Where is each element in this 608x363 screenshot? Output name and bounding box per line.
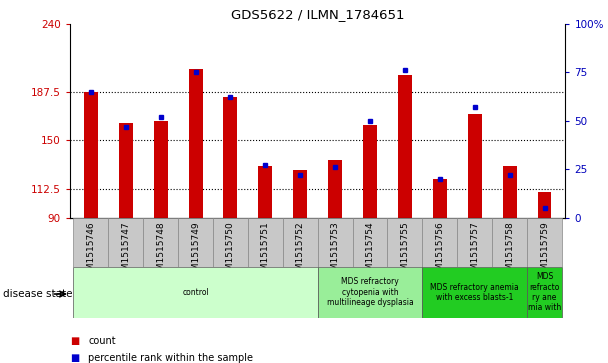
Text: GSM1515746: GSM1515746 [86, 222, 95, 282]
Text: disease state: disease state [3, 289, 72, 299]
Text: MDS refractory
cytopenia with
multilineage dysplasia: MDS refractory cytopenia with multilinea… [326, 277, 413, 307]
Bar [317, 218, 353, 267]
Text: GSM1515753: GSM1515753 [331, 222, 340, 282]
Text: GSM1515750: GSM1515750 [226, 222, 235, 282]
Bar [317, 267, 423, 318]
Text: control: control [182, 288, 209, 297]
Text: GSM1515748: GSM1515748 [156, 222, 165, 282]
Text: MDS
refracto
ry ane
mia with: MDS refracto ry ane mia with [528, 272, 561, 312]
Text: count: count [88, 336, 116, 346]
Bar [527, 267, 562, 318]
Bar [387, 218, 423, 267]
Bar [468, 114, 482, 218]
Bar [423, 267, 527, 318]
Text: GSM1515755: GSM1515755 [401, 222, 409, 282]
Text: GSM1515759: GSM1515759 [540, 222, 549, 282]
Bar [527, 218, 562, 267]
Bar [248, 218, 283, 267]
Text: GSM1515751: GSM1515751 [261, 222, 270, 282]
Bar [74, 218, 108, 267]
Title: GDS5622 / ILMN_1784651: GDS5622 / ILMN_1784651 [231, 8, 404, 21]
Bar [143, 218, 178, 267]
Text: percentile rank within the sample: percentile rank within the sample [88, 352, 253, 363]
Bar [433, 179, 447, 218]
Bar [188, 69, 202, 218]
Bar [74, 267, 317, 318]
Bar [353, 218, 387, 267]
Text: GSM1515752: GSM1515752 [295, 222, 305, 282]
Text: ■: ■ [70, 352, 79, 363]
Bar [119, 123, 133, 218]
Bar [283, 218, 317, 267]
Text: GSM1515754: GSM1515754 [365, 222, 375, 282]
Text: GSM1515749: GSM1515749 [191, 222, 200, 282]
Bar [84, 92, 98, 218]
Text: MDS refractory anemia
with excess blasts-1: MDS refractory anemia with excess blasts… [430, 282, 519, 302]
Bar [224, 97, 237, 218]
Bar [154, 121, 168, 218]
Bar [293, 170, 307, 218]
Bar [457, 218, 492, 267]
Bar [398, 76, 412, 218]
Bar [258, 166, 272, 218]
Bar [328, 160, 342, 218]
Bar [423, 218, 457, 267]
Bar [178, 218, 213, 267]
Text: GSM1515756: GSM1515756 [435, 222, 444, 282]
Bar [213, 218, 248, 267]
Bar [363, 125, 377, 218]
Bar [503, 166, 517, 218]
Bar [108, 218, 143, 267]
Bar [537, 192, 551, 218]
Text: ■: ■ [70, 336, 79, 346]
Text: GSM1515747: GSM1515747 [121, 222, 130, 282]
Text: GSM1515757: GSM1515757 [470, 222, 479, 282]
Bar [492, 218, 527, 267]
Text: GSM1515758: GSM1515758 [505, 222, 514, 282]
